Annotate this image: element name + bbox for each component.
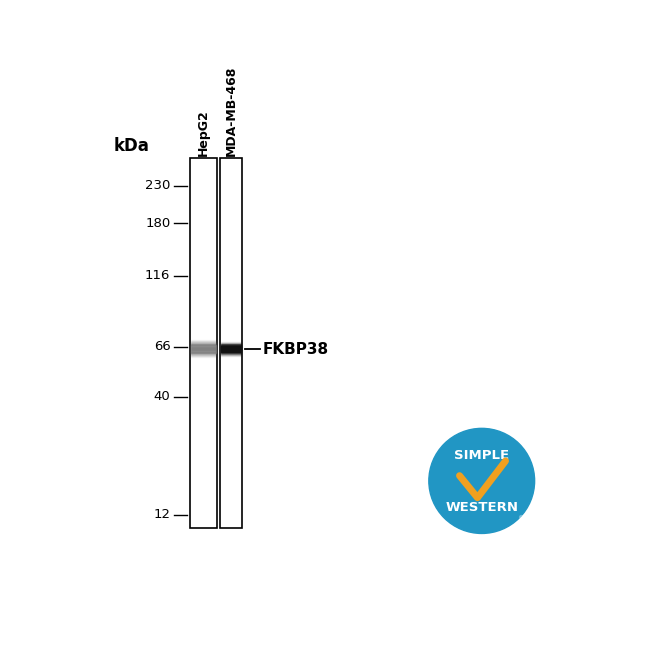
Bar <box>191 342 216 344</box>
Bar <box>221 342 241 343</box>
Text: HepG2: HepG2 <box>197 109 210 155</box>
Text: kDa: kDa <box>114 136 150 155</box>
Bar <box>191 345 216 354</box>
Bar <box>221 349 241 350</box>
Text: WESTERN: WESTERN <box>445 500 518 514</box>
Bar <box>221 343 241 344</box>
Bar <box>221 354 241 356</box>
Circle shape <box>429 428 534 534</box>
Text: 230: 230 <box>145 179 170 192</box>
Bar <box>191 349 216 350</box>
Text: 116: 116 <box>145 269 170 282</box>
Text: © 2014: © 2014 <box>516 515 540 529</box>
Bar <box>191 341 216 343</box>
Bar <box>221 346 241 352</box>
Bar <box>191 345 216 347</box>
Bar <box>221 350 241 351</box>
Bar <box>221 351 241 352</box>
Bar <box>191 348 216 349</box>
Text: MDA-MB-468: MDA-MB-468 <box>225 65 238 155</box>
Bar <box>221 352 241 354</box>
Text: 12: 12 <box>153 508 170 521</box>
Bar <box>221 346 241 348</box>
Bar <box>190 158 217 528</box>
Bar <box>191 352 216 354</box>
Text: SIMPLE: SIMPLE <box>454 449 510 462</box>
Bar <box>221 352 241 353</box>
Bar <box>221 344 241 346</box>
Bar <box>191 354 216 355</box>
Bar <box>191 343 216 344</box>
Bar <box>220 158 242 528</box>
Bar <box>221 354 241 355</box>
Bar <box>221 347 241 348</box>
Text: 180: 180 <box>145 216 170 229</box>
Bar <box>191 346 216 348</box>
Bar <box>191 356 216 358</box>
Bar <box>221 348 241 349</box>
Text: 66: 66 <box>153 340 170 353</box>
Bar <box>221 345 241 346</box>
Text: 40: 40 <box>153 390 170 403</box>
Bar <box>191 350 216 352</box>
Text: FKBP38: FKBP38 <box>263 342 329 357</box>
Bar <box>191 344 216 346</box>
Bar <box>191 354 216 356</box>
Bar <box>191 351 216 353</box>
Bar <box>191 340 216 341</box>
